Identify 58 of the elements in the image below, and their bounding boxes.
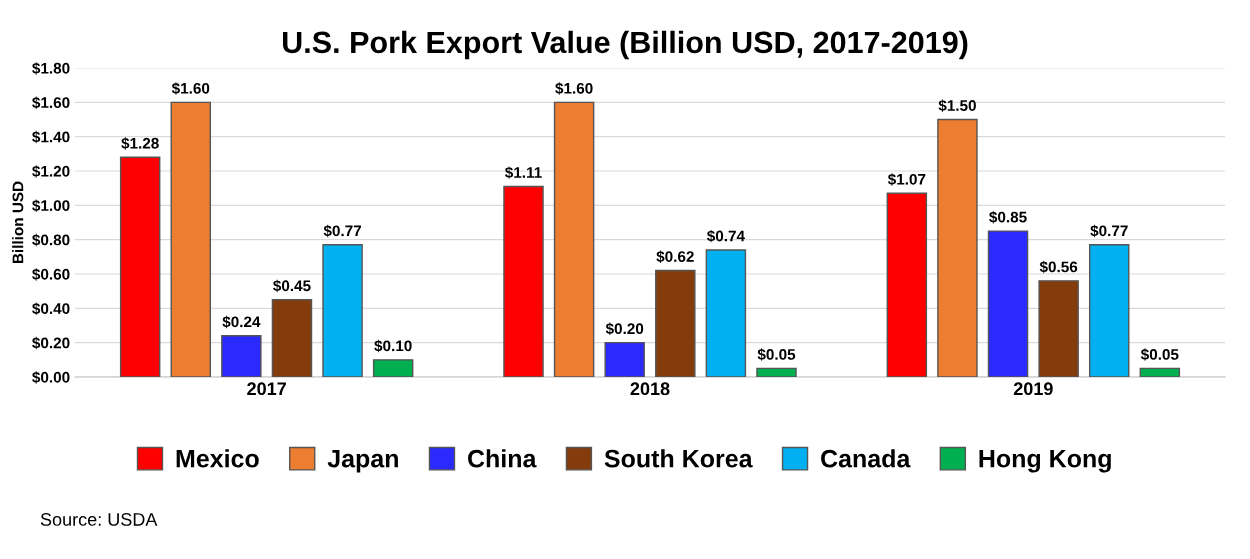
y-tick-label: $1.80 — [32, 62, 70, 75]
y-tick-label: $0.40 — [32, 302, 70, 315]
data-label: $0.74 — [706, 229, 745, 243]
y-tick-label: $0.20 — [32, 336, 70, 350]
y-tick-label: $0.80 — [32, 233, 70, 247]
bar — [553, 101, 595, 377]
legend-label: Hong Kong — [979, 450, 1111, 473]
data-label: $0.45 — [273, 279, 311, 293]
bar — [271, 299, 313, 377]
legend-label: Canada — [821, 449, 911, 468]
legend-label: South Korea — [604, 449, 753, 468]
data-label: $1.50 — [938, 99, 976, 112]
y-tick-label: $0.00 — [32, 371, 70, 384]
y-tick-label: $1.00 — [32, 199, 70, 212]
data-label: $0.05 — [757, 348, 796, 361]
bar — [886, 192, 928, 377]
bar — [322, 244, 363, 377]
bar — [1088, 244, 1130, 377]
data-label: $1.60 — [555, 82, 593, 95]
y-tick-label: $1.40 — [32, 130, 70, 144]
source-note: Source: USDA — [40, 513, 158, 526]
data-label: $1.60 — [171, 82, 210, 95]
legend-label: China — [468, 449, 537, 468]
data-label: $0.56 — [1039, 260, 1078, 274]
chart-title: U.S. Pork Export Value (Billion USD, 2017-2019) — [282, 30, 968, 60]
data-label: $0.20 — [605, 322, 644, 336]
bar — [705, 249, 747, 377]
bar — [604, 341, 645, 377]
data-label: $0.85 — [989, 211, 1027, 224]
x-tick-label: 2019 — [1013, 382, 1053, 396]
data-label: $1.07 — [887, 173, 926, 186]
bar — [170, 101, 212, 377]
bar — [756, 367, 797, 377]
y-axis-title: Billion USD — [12, 181, 24, 264]
bar — [1139, 367, 1181, 377]
data-label: $0.10 — [374, 339, 412, 353]
data-label: $0.05 — [1140, 348, 1179, 361]
bar — [987, 230, 1029, 377]
data-label: $0.77 — [1090, 224, 1128, 238]
y-tick-label: $1.60 — [32, 96, 70, 109]
legend-label: Mexico — [176, 449, 259, 468]
x-tick-label: 2018 — [630, 382, 670, 396]
data-label: $0.24 — [222, 315, 261, 329]
legend-label: Japan — [327, 450, 398, 473]
data-label: $0.77 — [323, 224, 362, 238]
data-label: $0.62 — [656, 250, 694, 263]
bar — [1038, 280, 1079, 377]
bar — [655, 269, 696, 377]
y-tick-label: $1.20 — [32, 165, 70, 178]
data-label: $1.11 — [505, 166, 542, 179]
bar — [937, 118, 978, 377]
bar — [221, 335, 262, 377]
x-tick-label: 2017 — [247, 382, 286, 396]
bar — [372, 359, 414, 377]
bar — [503, 185, 544, 377]
bar — [119, 156, 161, 377]
y-tick-label: $0.60 — [32, 268, 70, 281]
data-label: $1.28 — [121, 137, 159, 150]
